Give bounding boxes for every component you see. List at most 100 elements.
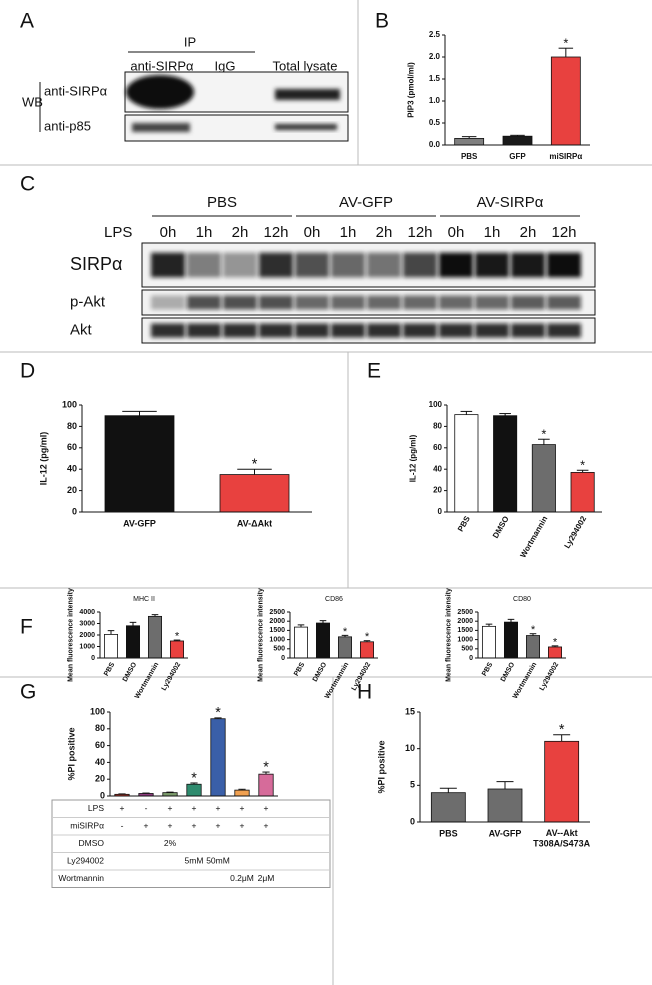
band [439,323,473,338]
band [511,252,545,278]
significance-marker: * [263,759,269,775]
row-label: p-Akt [70,293,106,310]
bar [104,634,119,659]
table-row-label: DMSO [79,838,105,848]
panel-label: A [20,10,34,33]
bar [219,474,290,513]
time-label: 1h [196,224,213,241]
bar [570,472,595,513]
bar [550,56,581,146]
bar [337,636,352,659]
panel-label: H [357,681,372,704]
bar [502,135,533,146]
y-tick-label: 100 [62,399,77,409]
band [475,295,509,310]
x-tick-label: AV-GFP [123,518,156,528]
x-tick-label: PBS [103,661,116,677]
table-cell: 50mM [206,856,230,866]
y-tick-label: 1000 [457,636,473,643]
significance-marker: * [343,626,348,638]
band [331,323,365,338]
bar [544,740,580,823]
table-cell: 2% [164,838,177,848]
x-tick-label: PBS [293,661,306,677]
group-label: AV-GFP [339,194,393,211]
table-cell: + [192,821,197,831]
band [126,75,194,109]
table-cell: + [216,803,221,813]
significance-marker: * [580,458,585,473]
chart-title: CD80 [513,596,531,603]
x-tick-label: Wortmannin [324,661,350,700]
text-line: AV--Akt [546,828,578,838]
band [439,295,473,310]
time-label: 0h [448,224,465,241]
row-label: anti-SIRPα [44,83,108,98]
table-cell: 5mM [185,856,204,866]
y-tick-label: 60 [433,443,442,452]
y-tick-label: 0.5 [429,118,441,127]
y-tick-label: 0 [469,655,473,662]
x-tick-label: miSIRPα [549,152,582,161]
x-tick-label: AV-ΔAkt [237,518,272,528]
bar [493,415,518,513]
y-tick-label: 2500 [269,609,285,616]
group-label: PBS [207,194,237,211]
y-tick-label: 20 [95,774,105,784]
table-cell: + [240,803,245,813]
y-tick-label: 1500 [457,627,473,634]
band [187,252,221,278]
table-cell: + [168,821,173,831]
band [151,295,185,310]
significance-marker: * [215,705,221,721]
time-label: 2h [520,224,537,241]
y-tick-label: 0.0 [429,140,441,149]
bar [454,137,485,146]
y-tick-label: 2.0 [429,52,441,61]
x-tick-label: Wortmannin [512,661,538,700]
band [259,295,293,310]
y-tick-label: 40 [67,464,77,474]
panel-label: F [20,616,33,639]
time-label: 12h [551,224,576,241]
x-tick-label: Wortmannin [518,514,549,559]
x-tick-label: Ly294002 [563,514,589,550]
group-label: AV-SIRPα [477,194,544,211]
significance-marker: * [175,631,180,643]
y-tick-label: 40 [433,464,442,473]
table-row-label: Ly294002 [67,856,104,866]
x-tick-label: PBS [456,514,472,533]
table-cell: 2μM [258,873,275,883]
band [295,252,329,278]
y-tick-label: 20 [67,485,77,495]
band [187,323,221,338]
y-axis-label: %PI positive [377,740,387,793]
y-tick-label: 2500 [457,609,473,616]
y-axis-label: PIP3 (pmol/ml) [407,62,416,118]
x-tick-label: DMSO [491,515,511,540]
table-row-label: Wortmannin [58,873,104,883]
bar [531,444,556,513]
y-tick-label: 60 [67,442,77,452]
band [223,323,257,338]
y-tick-label: 4000 [79,609,95,616]
table-cell: + [168,803,173,813]
x-tick-label: AV-GFP [489,828,522,838]
y-tick-label: 1000 [269,636,285,643]
band [367,295,401,310]
chart-title: MHC II [133,596,155,603]
table-cell: + [144,821,149,831]
table-frame [51,799,331,888]
band [511,323,545,338]
x-tick-label: PBS [439,828,458,838]
table-row-label: miSIRPα [70,821,104,831]
time-label: 2h [376,224,393,241]
band [331,252,365,278]
y-tick-label: 1000 [79,643,95,650]
table-cell: + [216,821,221,831]
y-tick-label: 40 [95,757,105,767]
bar [487,788,523,823]
band [151,323,185,338]
y-tick-label: 0 [410,816,415,826]
